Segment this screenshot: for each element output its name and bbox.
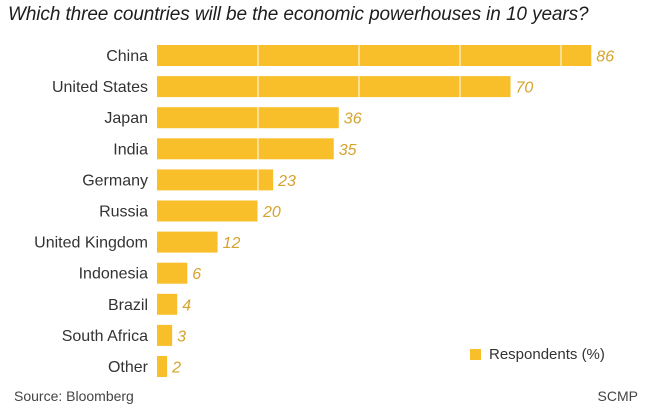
bar [157,231,218,253]
bar [157,356,168,377]
category-label: United Kingdom [34,235,148,252]
chart-title: Which three countries will be the econom… [8,4,589,25]
bar [157,45,592,66]
legend-swatch [470,349,481,360]
bar [157,324,173,346]
value-label: 35 [339,142,357,159]
legend: Respondents (%) [470,346,605,363]
bar [157,138,334,160]
category-label: Brazil [108,297,148,314]
bar [157,169,274,191]
bar [157,293,178,315]
category-label: Russia [99,204,148,221]
category-label: United States [52,79,148,96]
bar [157,200,258,222]
category-label: Germany [82,172,148,189]
category-label: Japan [104,110,148,127]
category-label: India [113,141,148,158]
category-label: Other [108,359,149,376]
bar [157,262,188,284]
bars [157,45,592,377]
credit-note: SCMP [597,388,638,404]
value-label: 2 [171,360,181,377]
value-label: 70 [516,80,534,97]
value-label: 23 [277,173,296,190]
gridlines [257,45,562,377]
value-label: 3 [177,328,186,345]
legend-label: Respondents (%) [489,346,605,363]
value-labels: 86 70 36 35 23 20 12 64 3 2 [171,49,614,377]
value-label: 36 [344,111,362,128]
value-label: 6 [192,266,201,283]
category-labels: China United States Japan India Germany Russi… [34,48,149,376]
value-label: 4 [182,297,191,314]
value-label: 20 [262,204,281,221]
value-label: 12 [223,235,241,252]
category-label: South Africa [62,328,148,345]
category-label: Indonesia [79,266,148,283]
source-note: Source: Bloomberg [14,388,134,404]
bar [157,76,511,98]
bar [157,107,339,129]
value-label: 86 [596,49,614,66]
category-label: China [106,48,148,65]
